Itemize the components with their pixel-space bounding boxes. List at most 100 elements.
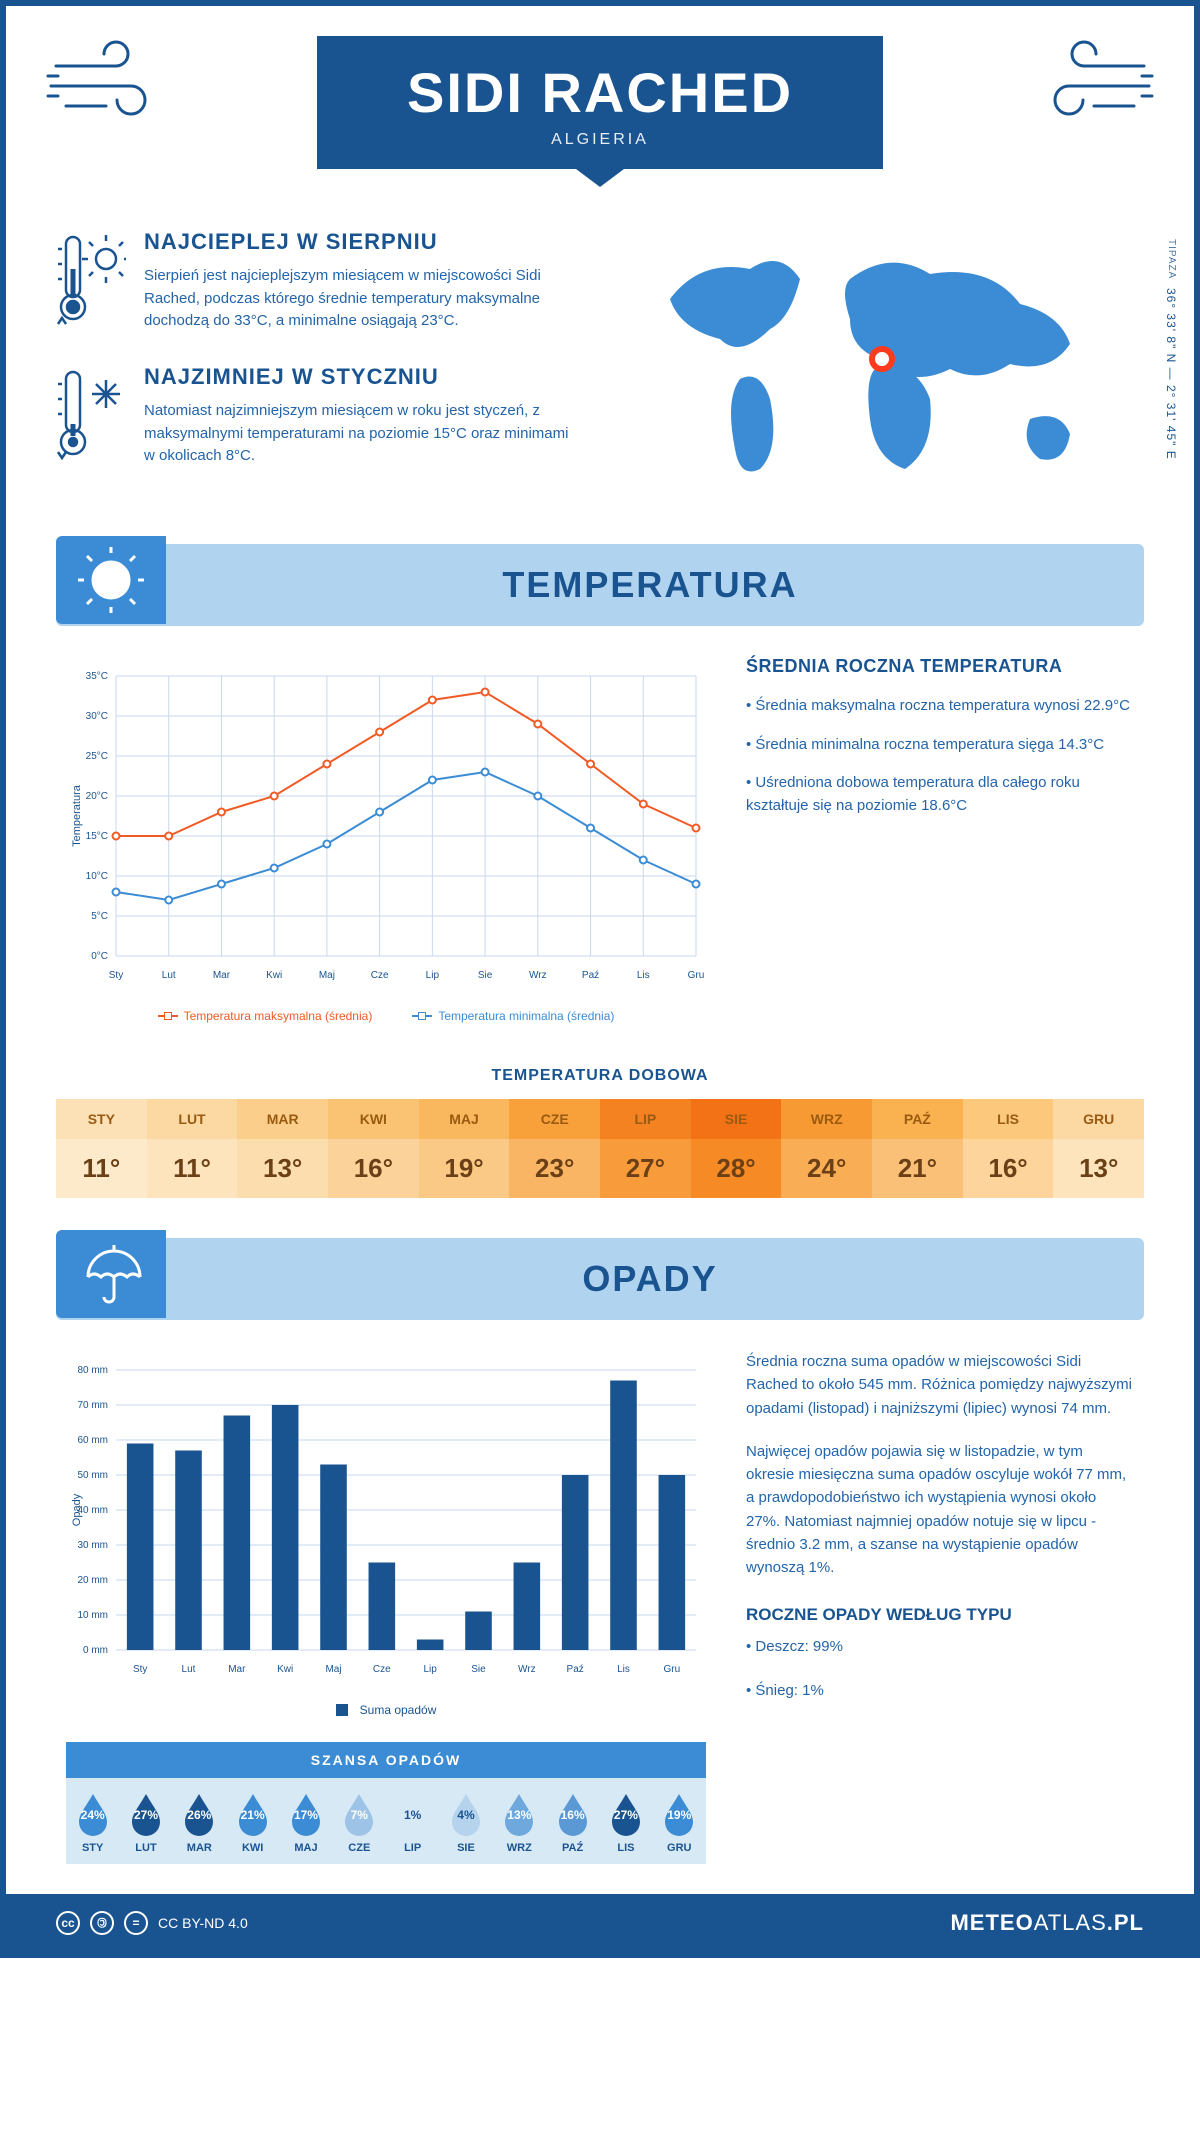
title-banner: SIDI RACHED ALGIERIA xyxy=(317,36,883,169)
temp-bullet-2: • Średnia minimalna roczna temperatura s… xyxy=(746,734,1134,757)
daily-cell: MAR 13° xyxy=(237,1099,328,1198)
cc-icon: cc xyxy=(56,1911,80,1935)
svg-text:Wrz: Wrz xyxy=(529,970,547,981)
umbrella-icon xyxy=(56,1230,166,1318)
warmest-title: NAJCIEPLEJ W SIERPNIU xyxy=(144,229,576,255)
svg-text:35°C: 35°C xyxy=(86,671,108,682)
svg-text:15°C: 15°C xyxy=(86,831,108,842)
temp-bullet-1: • Średnia maksymalna roczna temperatura … xyxy=(746,695,1134,718)
precip-title: OPADY xyxy=(176,1258,1124,1300)
chance-cell: 24% STY xyxy=(66,1792,119,1854)
precip-type-title: ROCZNE OPADY WEDŁUG TYPU xyxy=(746,1605,1134,1625)
svg-text:Mar: Mar xyxy=(213,970,231,981)
daily-cell: CZE 23° xyxy=(509,1099,600,1198)
daily-cell: LIS 16° xyxy=(963,1099,1054,1198)
svg-text:Lis: Lis xyxy=(617,1664,630,1675)
chance-cell: 17% MAJ xyxy=(279,1792,332,1854)
svg-text:Sie: Sie xyxy=(478,970,493,981)
svg-text:Cze: Cze xyxy=(371,970,389,981)
daily-cell: PAŹ 21° xyxy=(872,1099,963,1198)
svg-text:Maj: Maj xyxy=(325,1664,341,1675)
temp-title: TEMPERATURA xyxy=(176,564,1124,606)
svg-text:Kwi: Kwi xyxy=(266,970,282,981)
chance-cell: 16% PAŹ xyxy=(546,1792,599,1854)
daily-cell: GRU 13° xyxy=(1053,1099,1144,1198)
precip-legend: Suma opadów xyxy=(66,1703,706,1717)
coldest-title: NAJZIMNIEJ W STYCZNIU xyxy=(144,364,576,390)
sun-icon xyxy=(56,536,166,624)
nd-icon: = xyxy=(124,1911,148,1935)
thermometer-snow-icon xyxy=(56,364,126,469)
map-area: TIPAZA 36° 33' 8" N — 2° 31' 45" E xyxy=(616,229,1144,514)
coldest-text: Natomiast najzimniejszym miesiącem w rok… xyxy=(144,400,576,468)
svg-text:Lip: Lip xyxy=(423,1664,437,1675)
precip-section-header: OPADY xyxy=(56,1238,1144,1320)
svg-text:80 mm: 80 mm xyxy=(77,1365,108,1376)
footer: cc 🄯 = CC BY-ND 4.0 METEOATLAS.PL xyxy=(6,1894,1194,1952)
temp-area: 0°C 5°C 10°C 15°C 20°C 25°C 30°C 35°C Sty Lut Mar K… xyxy=(6,626,1194,1043)
daily-cell: LUT 11° xyxy=(147,1099,238,1198)
svg-text:10 mm: 10 mm xyxy=(77,1610,108,1621)
thermometer-sun-icon xyxy=(56,229,126,334)
svg-text:50 mm: 50 mm xyxy=(77,1470,108,1481)
svg-text:Sty: Sty xyxy=(109,970,123,981)
chance-cell: 27% LUT xyxy=(119,1792,172,1854)
svg-text:Sty: Sty xyxy=(133,1664,147,1675)
precip-p2: Najwięcej opadów pojawia się w listopadz… xyxy=(746,1440,1134,1580)
chance-cell: 13% WRZ xyxy=(493,1792,546,1854)
svg-text:70 mm: 70 mm xyxy=(77,1400,108,1411)
svg-text:20 mm: 20 mm xyxy=(77,1575,108,1586)
daily-table: STY 11° LUT 11° MAR 13° KWI 16° MAJ 19° … xyxy=(56,1099,1144,1198)
daily-cell: WRZ 24° xyxy=(781,1099,872,1198)
warmest-block: NAJCIEPLEJ W SIERPNIU Sierpień jest najc… xyxy=(56,229,576,334)
brand: METEOATLAS.PL xyxy=(950,1910,1144,1936)
temp-side-title: ŚREDNIA ROCZNA TEMPERATURA xyxy=(746,656,1134,677)
city-name: SIDI RACHED xyxy=(407,60,793,125)
precip-chart: 0 mm10 mm20 mm30 mm40 mm50 mm60 mm70 mm8… xyxy=(66,1350,706,1722)
svg-text:25°C: 25°C xyxy=(86,751,108,762)
svg-text:Sie: Sie xyxy=(471,1664,486,1675)
daily-cell: KWI 16° xyxy=(328,1099,419,1198)
temp-bullet-3: • Uśredniona dobowa temperatura dla całe… xyxy=(746,772,1134,817)
precip-p1: Średnia roczna suma opadów w miejscowośc… xyxy=(746,1350,1134,1420)
by-icon: 🄯 xyxy=(90,1911,114,1935)
temp-side: ŚREDNIA ROCZNA TEMPERATURA • Średnia mak… xyxy=(746,656,1134,1023)
svg-text:10°C: 10°C xyxy=(86,871,108,882)
svg-text:Paź: Paź xyxy=(582,970,599,981)
svg-text:Temperatura: Temperatura xyxy=(71,784,83,847)
svg-text:Kwi: Kwi xyxy=(277,1664,293,1675)
svg-text:0 mm: 0 mm xyxy=(83,1645,108,1656)
temp-section-header: TEMPERATURA xyxy=(56,544,1144,626)
daily-cell: MAJ 19° xyxy=(419,1099,510,1198)
chance-cell: 27% LIS xyxy=(599,1792,652,1854)
svg-text:30°C: 30°C xyxy=(86,711,108,722)
precip-snow: • Śnieg: 1% xyxy=(746,1679,1134,1702)
daily-cell: STY 11° xyxy=(56,1099,147,1198)
daily-title: TEMPERATURA DOBOWA xyxy=(6,1067,1194,1085)
chance-cell: 21% KWI xyxy=(226,1792,279,1854)
country-name: ALGIERIA xyxy=(407,131,793,149)
svg-text:Paź: Paź xyxy=(567,1664,584,1675)
svg-text:Gru: Gru xyxy=(688,970,705,981)
svg-text:5°C: 5°C xyxy=(91,911,108,922)
intro-section: NAJCIEPLEJ W SIERPNIU Sierpień jest najc… xyxy=(6,189,1194,544)
daily-cell: LIP 27° xyxy=(600,1099,691,1198)
coldest-block: NAJZIMNIEJ W STYCZNIU Natomiast najzimni… xyxy=(56,364,576,469)
svg-text:0°C: 0°C xyxy=(91,951,108,962)
svg-text:20°C: 20°C xyxy=(86,791,108,802)
page: SIDI RACHED ALGIERIA xyxy=(0,0,1200,1958)
svg-text:Lut: Lut xyxy=(162,970,176,981)
daily-cell: SIE 28° xyxy=(691,1099,782,1198)
svg-text:Wrz: Wrz xyxy=(518,1664,536,1675)
license: cc 🄯 = CC BY-ND 4.0 xyxy=(56,1911,248,1935)
svg-text:Lip: Lip xyxy=(426,970,440,981)
coordinates: TIPAZA 36° 33' 8" N — 2° 31' 45" E xyxy=(1164,239,1178,460)
chance-cell: 19% GRU xyxy=(653,1792,706,1854)
chance-title: SZANSA OPADÓW xyxy=(66,1742,706,1778)
precip-rain: • Deszcz: 99% xyxy=(746,1635,1134,1658)
world-map-icon xyxy=(616,229,1144,509)
svg-text:30 mm: 30 mm xyxy=(77,1540,108,1551)
temp-chart: 0°C 5°C 10°C 15°C 20°C 25°C 30°C 35°C Sty Lut Mar K… xyxy=(66,656,706,1023)
svg-text:Lut: Lut xyxy=(182,1664,196,1675)
svg-text:Opady: Opady xyxy=(71,1493,83,1526)
